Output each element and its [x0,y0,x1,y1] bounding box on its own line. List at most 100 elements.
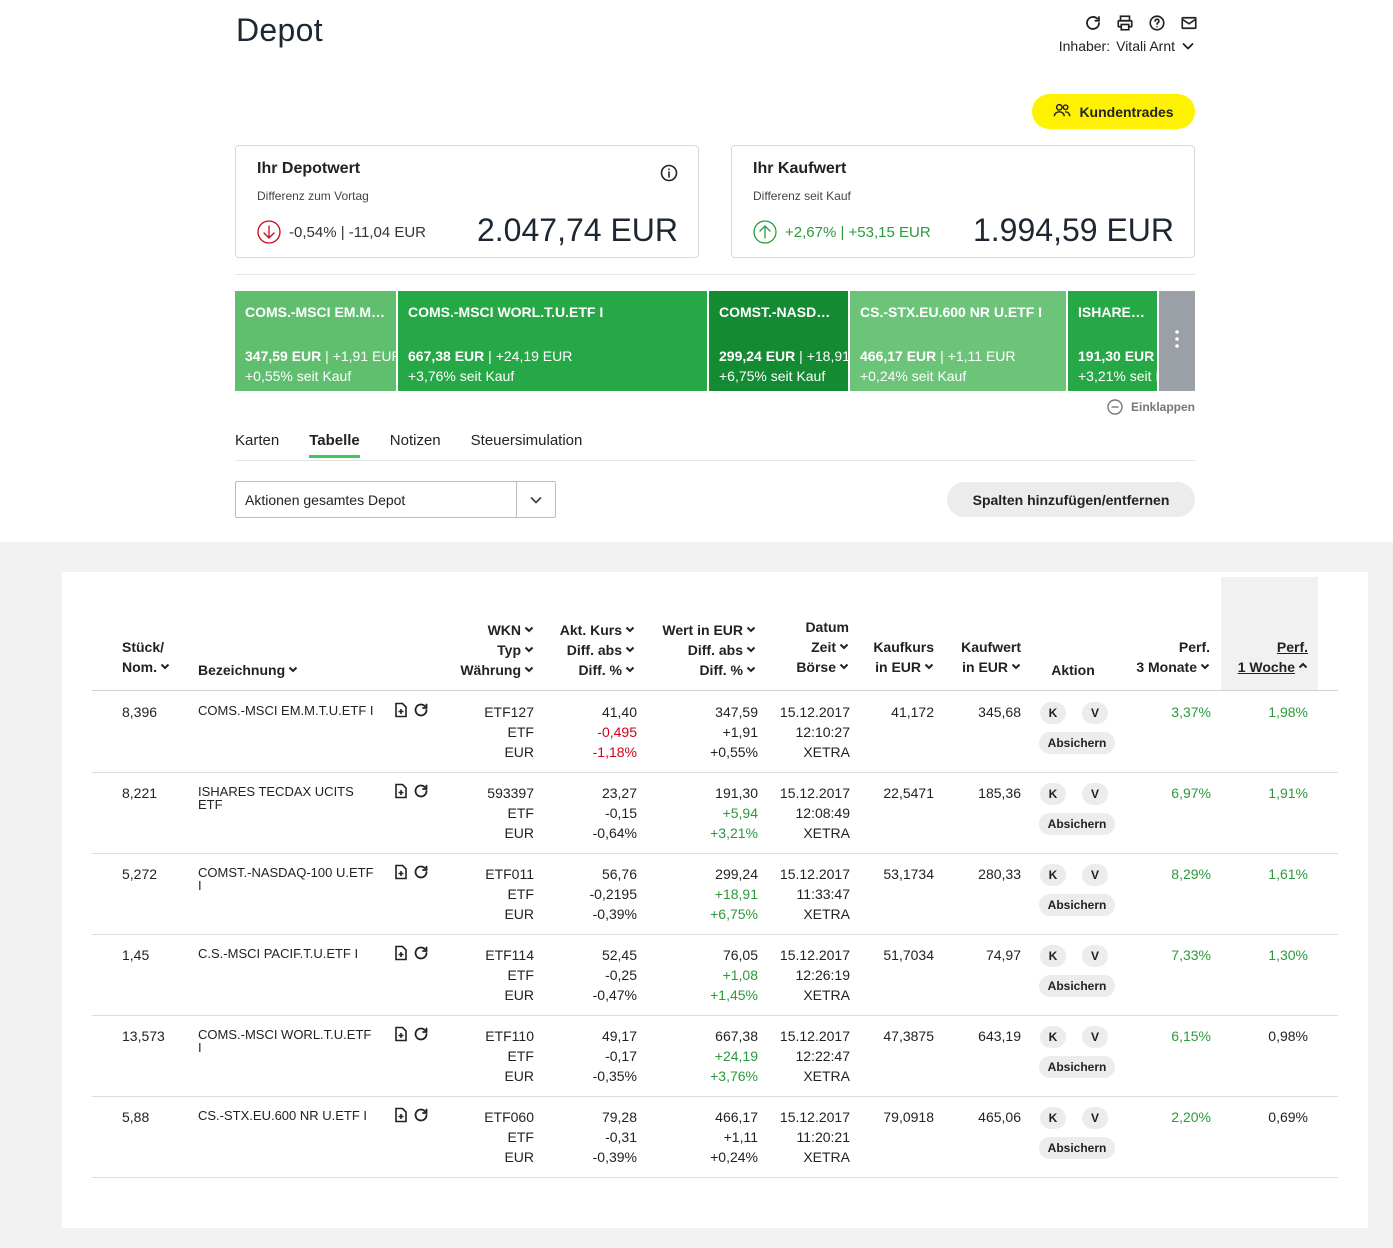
more-vertical-icon [1175,329,1179,353]
col-wkn[interactable]: WKN Typ Währung [434,620,534,680]
tile-value-eur: 466,17 EUR [860,348,937,364]
add-document-icon[interactable] [393,1026,409,1042]
position-tile[interactable]: COMS.-MSCI WORL.T.U.ETF I 667,38 EUR | +… [398,291,707,391]
col-perf-3m-label: 3 Monate [1136,659,1197,675]
col-kurs-pct-label: Diff. % [578,662,622,678]
action-filter-select[interactable]: Aktionen gesamtes Depot [235,481,556,518]
sell-button[interactable]: V [1082,945,1108,967]
cell-bezeichnung[interactable]: COMS.-MSCI WORL.T.U.ETF I [198,1027,372,1055]
sell-button[interactable]: V [1082,1107,1108,1129]
position-tile[interactable]: CS.-STX.EU.600 NR U.ETF I 466,17 EUR | +… [850,291,1066,391]
cell-perf-3m: 3,37% [1171,704,1211,720]
more-tiles-button[interactable] [1159,291,1195,391]
buy-button[interactable]: K [1040,1026,1066,1048]
buy-button[interactable]: K [1040,783,1066,805]
buy-button[interactable]: K [1040,702,1066,724]
refresh-icon[interactable] [413,702,429,718]
kaufwert-subtitle: Differenz seit Kauf [753,189,851,203]
refresh-icon[interactable] [413,783,429,799]
sell-button[interactable]: V [1082,864,1108,886]
cell-wert-pct: +3,21% [710,825,758,841]
cell-wert-abs: +5,94 [722,805,758,821]
add-document-icon[interactable] [393,783,409,799]
cell-kurs-pct: -0,39% [592,1149,637,1165]
sell-button[interactable]: V [1082,783,1108,805]
cell-stueck: 1,45 [122,947,150,963]
cell-bezeichnung[interactable]: C.S.-MSCI PACIF.T.U.ETF I [198,946,359,961]
col-perf-3m[interactable]: Perf. 3 Monate [1112,637,1210,677]
cell-perf-1w: 1,91% [1268,785,1308,801]
col-kaufwert[interactable]: Kaufwert in EUR [937,637,1021,677]
caret-down-icon [746,644,756,654]
header-divider [92,690,1338,691]
add-document-icon[interactable] [393,945,409,961]
hedge-button[interactable]: Absichern [1039,813,1115,835]
tab-tabelle[interactable]: Tabelle [309,432,360,458]
columns-button[interactable]: Spalten hinzufügen/entfernen [947,482,1195,517]
col-datum[interactable]: Datum Zeit Börse [757,617,849,677]
minus-circle-icon [1107,399,1123,415]
cell-boerse: XETRA [803,825,850,841]
cell-bezeichnung[interactable]: COMS.-MSCI EM.M.T.U.ETF I [198,703,374,718]
caret-down-icon [625,624,635,634]
sell-button[interactable]: V [1082,1026,1108,1048]
hedge-button[interactable]: Absichern [1039,732,1115,754]
col-stueck[interactable]: Stück/ Nom. [122,637,170,677]
tile-value: 299,24 EUR | +18,91 EUR [719,348,848,364]
hedge-button[interactable]: Absichern [1039,1137,1115,1159]
row-icons [393,702,429,718]
hedge-button[interactable]: Absichern [1039,894,1115,916]
col-kaufkurs[interactable]: Kaufkurs in EUR [852,637,934,677]
buy-button[interactable]: K [1040,945,1066,967]
refresh-icon[interactable] [413,1026,429,1042]
col-kurs[interactable]: Akt. Kurs Diff. abs Diff. % [535,620,635,680]
tile-diff: | +24,19 EUR [484,348,573,364]
cell-bezeichnung[interactable]: COMST.-NASDAQ-100 U.ETF I [198,865,374,893]
row-divider [92,853,1338,854]
cell-bezeichnung[interactable]: CS.-STX.EU.600 NR U.ETF I [198,1108,368,1123]
cell-wert: 466,17 [715,1109,758,1125]
mail-icon[interactable] [1178,12,1200,34]
cell-wert-pct: +1,45% [710,987,758,1003]
refresh-icon[interactable] [1082,12,1104,34]
col-perf-1w[interactable]: Perf. 1 Woche [1222,637,1308,677]
cell-kurs-abs: -0,495 [597,724,637,740]
tile-pct: +3,76% seit Kauf [408,368,515,384]
col-wert[interactable]: Wert in EUR Diff. abs Diff. % [636,620,756,680]
refresh-icon[interactable] [413,1107,429,1123]
position-tile[interactable]: COMS.-MSCI EM.M.T.U.ETF I 347,59 EUR | +… [235,291,396,391]
sell-button[interactable]: V [1082,702,1108,724]
refresh-icon[interactable] [413,864,429,880]
kundentrades-button[interactable]: Kundentrades [1032,94,1195,129]
cell-datum: 15.12.2017 [779,1109,850,1125]
add-document-icon[interactable] [393,702,409,718]
caret-down-icon [524,624,534,634]
tab-steuersimulation[interactable]: Steuersimulation [470,432,583,449]
owner-selector[interactable]: Inhaber: Vitali Arnt [1059,38,1195,54]
col-bezeichnung[interactable]: Bezeichnung [198,660,298,680]
caret-down-icon [524,644,534,654]
cell-bezeichnung[interactable]: ISHARES TECDAX UCITS ETF [198,784,354,812]
hedge-button[interactable]: Absichern [1039,1056,1115,1078]
tab-karten[interactable]: Karten [235,432,280,449]
add-document-icon[interactable] [393,1107,409,1123]
cell-kurs-abs: -0,31 [605,1129,637,1145]
buy-button[interactable]: K [1040,864,1066,886]
add-document-icon[interactable] [393,864,409,880]
cell-waehrung: EUR [504,825,534,841]
position-tile[interactable]: ISHARES TECDAX UCITS ETF 191,30 EUR +3,2… [1068,291,1157,391]
col-boerse-label: Börse [796,659,836,675]
print-icon[interactable] [1114,12,1136,34]
buy-button[interactable]: K [1040,1107,1066,1129]
tab-notizen[interactable]: Notizen [389,432,441,449]
refresh-icon[interactable] [413,945,429,961]
cell-wert: 667,38 [715,1028,758,1044]
info-icon[interactable] [660,164,678,182]
cell-perf-3m: 6,15% [1171,1028,1211,1044]
collapse-button[interactable]: Einklappen [1107,399,1195,415]
hedge-button[interactable]: Absichern [1039,975,1115,997]
cell-kaufkurs: 53,1734 [883,866,934,882]
position-tile[interactable]: COMST.-NASDAQ-100 U.ETF I 299,24 EUR | +… [709,291,848,391]
help-icon[interactable] [1146,12,1168,34]
